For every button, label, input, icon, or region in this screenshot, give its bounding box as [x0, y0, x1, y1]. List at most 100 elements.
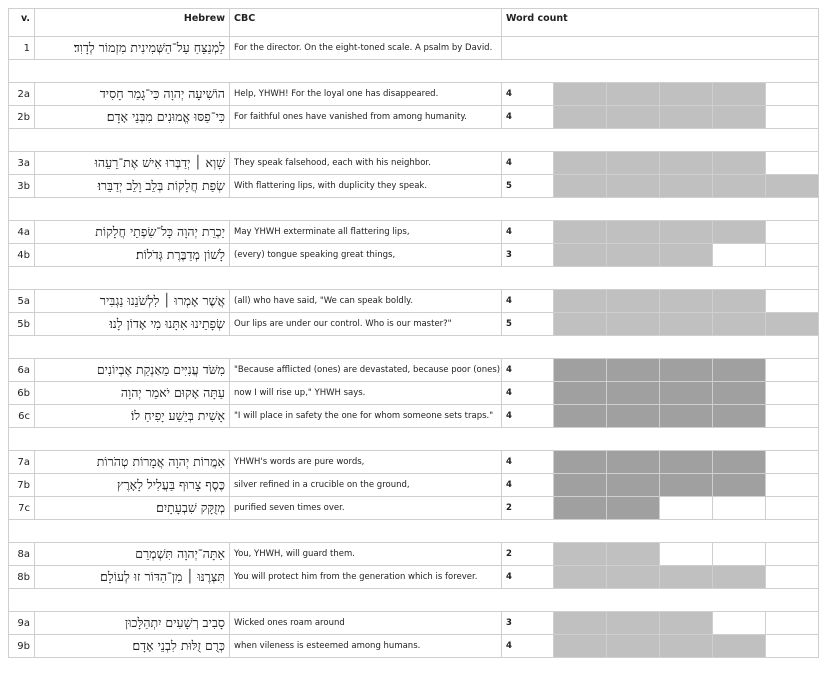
hebrew-text: הוֹשִׁיעָה יְהוָה כִּי־גָמַר חָסִיד [34, 82, 230, 106]
verse-number: 7c [8, 496, 35, 520]
count-shade [553, 404, 607, 428]
count-shade [606, 105, 660, 129]
verse-number: 9a [8, 611, 35, 635]
count-shade [553, 565, 607, 589]
spacer-row [8, 427, 819, 451]
count-shade [659, 151, 713, 175]
count-cell [765, 634, 819, 658]
count-cell [765, 289, 819, 313]
word-count: 4 [501, 82, 554, 106]
translation-text: Wicked ones roam around [229, 611, 502, 635]
word-count: 4 [501, 289, 554, 313]
verse-row: 3b שְׂפַת חֲלָקוֹת בְּלֵב וָלֵב יְדַבֵּרו… [8, 174, 819, 198]
count-shade [659, 358, 713, 382]
count-shade [659, 381, 713, 405]
verse-number: 5b [8, 312, 35, 336]
count-shade [553, 450, 607, 474]
verse-number: 3a [8, 151, 35, 175]
count-shade [712, 174, 766, 198]
header-row: v. Hebrew CBC Word count [8, 8, 819, 37]
verse-number: 6a [8, 358, 35, 382]
hebrew-text: כִּי־פַסּוּ אֱמוּנִים מִבְּנֵי אָדָם׃ [34, 105, 230, 129]
count-shade [553, 542, 607, 566]
count-shade [553, 105, 607, 129]
count-shade [712, 565, 766, 589]
count-shade [765, 174, 819, 198]
spacer-row [8, 588, 819, 612]
count-shade [606, 381, 660, 405]
word-count: 4 [501, 565, 554, 589]
word-count: 4 [501, 381, 554, 405]
count-cell [765, 243, 819, 267]
hebrew-text: אַתָּה־יְהוָה תִּשְׁמְרֵם [34, 542, 230, 566]
spacer-row [8, 128, 819, 152]
count-shade [659, 450, 713, 474]
count-cell [765, 542, 819, 566]
word-count: 3 [501, 243, 554, 267]
count-shade [712, 381, 766, 405]
count-shade [712, 151, 766, 175]
translation-text: YHWH's words are pure words, [229, 450, 502, 474]
verse-number: 1 [8, 36, 35, 60]
translation-text: "Because afflicted (ones) are devastated… [229, 358, 502, 382]
hebrew-text: יַכְרֵת יְהוָה כָּל־שִׂפְתֵי חֲלָקוֹת [34, 220, 230, 244]
count-shade [553, 312, 607, 336]
count-shade [659, 611, 713, 635]
count-cell [659, 542, 713, 566]
count-shade [712, 220, 766, 244]
count-cell [712, 542, 766, 566]
hebrew-text: אִמֲרוֹת יְהוָה אֲמָרוֹת טְהֹרוֹת [34, 450, 230, 474]
psalm-table: v. Hebrew CBC Word count 1 לַמְנַצֵּחַ עַ… [8, 8, 819, 658]
verse-number: 4a [8, 220, 35, 244]
count-shade [606, 243, 660, 267]
translation-text: For the director. On the eight-toned sca… [229, 36, 502, 60]
header-cell: Word count [501, 8, 819, 37]
verse-row: 7a אִמֲרוֹת יְהוָה אֲמָרוֹת טְהֹרוֹת YHWH'… [8, 450, 819, 474]
word-count: 2 [501, 496, 554, 520]
translation-text: May YHWH exterminate all flattering lips… [229, 220, 502, 244]
spacer-cell [8, 519, 819, 543]
count-shade [606, 496, 660, 520]
count-cell [765, 151, 819, 175]
word-count: 4 [501, 404, 554, 428]
spacer-cell [8, 335, 819, 359]
header-cell: CBC [229, 8, 502, 37]
verse-number: 8a [8, 542, 35, 566]
word-count: 4 [501, 151, 554, 175]
word-count: 5 [501, 312, 554, 336]
verse-number: 8b [8, 565, 35, 589]
verse-row: 5a אֲשֶׁר אָמְרוּ ׀ לִלְשֹׁנֵנוּ נַגְבִּי… [8, 289, 819, 313]
spacer-row [8, 59, 819, 83]
translation-text: (every) tongue speaking great things, [229, 243, 502, 267]
count-shade [553, 496, 607, 520]
count-cell [765, 105, 819, 129]
count-shade [606, 542, 660, 566]
count-shade [553, 243, 607, 267]
count-shade [712, 358, 766, 382]
verse-number: 7a [8, 450, 35, 474]
count-shade [606, 82, 660, 106]
verse-row: 7b כֶּסֶף צָרוּף בַּעֲלִיל לָאָרֶץ silver … [8, 473, 819, 497]
hebrew-text: לַמְנַצֵּחַ עַל־הַשְּׁמִינִית מִזְמוֹר ל… [34, 36, 230, 60]
verse-row: 6b עַתָּה אָקוּם יֹאמַר יְהוָה now I will … [8, 381, 819, 405]
count-shade [606, 289, 660, 313]
count-shade [553, 634, 607, 658]
word-count: 4 [501, 105, 554, 129]
word-count: 4 [501, 450, 554, 474]
verse-row: 4b לָשׁוֹן מְדַבֶּרֶת גְּדֹלוֹת׃ (every) t… [8, 243, 819, 267]
verse-row: 5b שְׂפָתֵינוּ אִתָּנוּ מִי אָדוֹן לָנוּ׃… [8, 312, 819, 336]
word-count: 4 [501, 473, 554, 497]
count-cell [765, 82, 819, 106]
hebrew-text: מִשֹּׁד עֲנִיִּים מֵאַנְקַת אֶבְיוֹנִים [34, 358, 230, 382]
count-shade [606, 634, 660, 658]
word-count: 4 [501, 358, 554, 382]
count-shade [659, 82, 713, 106]
translation-text: when vileness is esteemed among humans. [229, 634, 502, 658]
translation-text: You will protect him from the generation… [229, 565, 502, 589]
verse-number: 6b [8, 381, 35, 405]
count-shade [712, 634, 766, 658]
count-shade [712, 450, 766, 474]
count-shade [606, 404, 660, 428]
count-shade [553, 82, 607, 106]
count-shade [606, 312, 660, 336]
